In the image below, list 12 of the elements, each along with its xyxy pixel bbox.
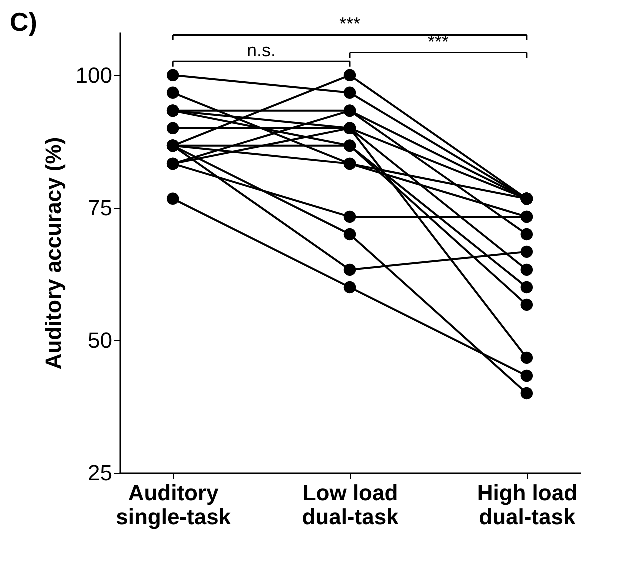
y-tick-label: 100 <box>76 62 112 88</box>
x-tick-label: Auditory single-task <box>116 480 232 530</box>
y-axis-title: Auditory accuracy (%) <box>40 137 66 370</box>
annotation: *** <box>428 32 449 52</box>
chart-title: C) <box>10 7 38 38</box>
annotation: *** <box>339 14 361 34</box>
y-tick-label: 50 <box>88 328 112 353</box>
annotation: n.s. <box>247 40 276 61</box>
x-tick-label: Low load dual-task <box>302 480 400 530</box>
y-tick-label: 75 <box>88 195 112 220</box>
x-tick-label: High load dual-task <box>477 480 578 530</box>
y-tick-label: 25 <box>88 460 112 486</box>
